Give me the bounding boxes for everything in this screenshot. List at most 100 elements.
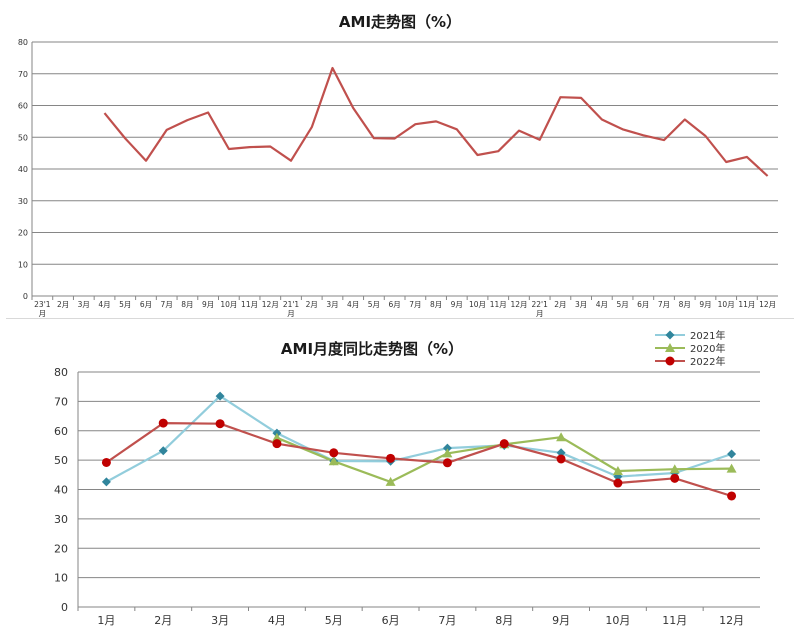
data-point bbox=[665, 356, 675, 366]
ami-yoy-chart: AMI月度同比走势图（%） 0 10 20 30 40 50 60 70 80 1月 2月 3月 4月 5月… bbox=[0, 322, 800, 641]
x-tick-label: 7月 bbox=[438, 614, 456, 627]
y-tick-label: 70 bbox=[18, 70, 28, 79]
x-tick-label: 12月 bbox=[719, 614, 744, 627]
y-tick-label: 0 bbox=[61, 601, 68, 614]
x-tick-label: 8月 bbox=[495, 614, 513, 627]
y-tick-label: 40 bbox=[54, 484, 68, 497]
data-point bbox=[442, 443, 452, 453]
series-line bbox=[105, 395, 732, 483]
x-tick-label: 2月 bbox=[154, 614, 172, 627]
data-point bbox=[272, 439, 282, 449]
data-point bbox=[385, 476, 396, 486]
series-line bbox=[103, 66, 769, 177]
x-tick-label: 8月 bbox=[181, 300, 193, 309]
x-tick-label: 2月 bbox=[306, 300, 318, 309]
data-point bbox=[329, 448, 339, 458]
data-point bbox=[556, 432, 567, 442]
data-point bbox=[499, 439, 509, 449]
data-point bbox=[665, 330, 675, 340]
x-tick-label: 10月 bbox=[605, 614, 630, 627]
data-point bbox=[101, 457, 111, 467]
x-tick-label: 2月 bbox=[554, 300, 566, 309]
x-tick-label: 9月 bbox=[451, 300, 463, 309]
y-tick-label: 30 bbox=[54, 513, 68, 526]
x-tick-label: 12月 bbox=[759, 300, 776, 309]
data-point bbox=[612, 465, 623, 475]
x-tick-label: 23'1 bbox=[34, 300, 51, 309]
x-tick-label: 11月 bbox=[490, 300, 507, 309]
x-tick-label: 1月 bbox=[97, 614, 115, 627]
data-point bbox=[215, 391, 225, 401]
x-tick-label: 6月 bbox=[637, 300, 649, 309]
x-tick-label: 12月 bbox=[510, 300, 527, 309]
x-tick-label: 6月 bbox=[388, 300, 400, 309]
x-tick-label: 6月 bbox=[140, 300, 152, 309]
x-tick-label: 5月 bbox=[119, 300, 131, 309]
x-tick-label: 11月 bbox=[241, 300, 258, 309]
x-tick-label: 4月 bbox=[98, 300, 110, 309]
data-point bbox=[669, 464, 680, 474]
x-tick-label: 7月 bbox=[409, 300, 421, 309]
x-tick-label: 3月 bbox=[575, 300, 587, 309]
x-tick-label: 9月 bbox=[699, 300, 711, 309]
x-tick-label: 4月 bbox=[268, 614, 286, 627]
chart-title: AMI走势图（%） bbox=[339, 13, 461, 31]
y-tick-label: 50 bbox=[54, 454, 68, 467]
data-point bbox=[727, 491, 737, 501]
data-point bbox=[556, 448, 566, 458]
panel-divider bbox=[6, 318, 794, 319]
x-tick-label: 3月 bbox=[326, 300, 338, 309]
y-tick-label: 60 bbox=[54, 425, 68, 438]
data-point bbox=[101, 477, 111, 487]
y-tick-label: 20 bbox=[54, 542, 68, 555]
x-tick-label: 10月 bbox=[718, 300, 735, 309]
data-point bbox=[158, 446, 168, 456]
data-point bbox=[386, 453, 396, 463]
series-line bbox=[105, 422, 732, 498]
data-point bbox=[158, 418, 168, 428]
x-tick-label: 7月 bbox=[161, 300, 173, 309]
x-tick-label: 月 bbox=[536, 309, 544, 318]
ami-yoy-chart-svg: AMI月度同比走势图（%） 0 10 20 30 40 50 60 70 80 1月 2月 3月 4月 5月… bbox=[54, 329, 760, 627]
y-tick-label: 10 bbox=[18, 260, 28, 269]
x-tick-label: 5月 bbox=[368, 300, 380, 309]
data-point bbox=[328, 456, 339, 466]
x-tick-label: 5月 bbox=[325, 614, 343, 627]
x-tick-label: 7月 bbox=[658, 300, 670, 309]
x-tick-label: 22'1 bbox=[531, 300, 548, 309]
x-tick-label: 4月 bbox=[596, 300, 608, 309]
y-tick-label: 10 bbox=[54, 572, 68, 585]
data-point bbox=[670, 473, 680, 483]
x-tick-label: 12月 bbox=[262, 300, 279, 309]
legend-label: 2020年 bbox=[690, 342, 725, 355]
data-point bbox=[215, 419, 225, 429]
x-tick-label: 8月 bbox=[430, 300, 442, 309]
x-tick-label: 10月 bbox=[220, 300, 237, 309]
y-tick-label: 40 bbox=[18, 165, 28, 174]
y-tick-label: 80 bbox=[54, 366, 68, 379]
x-tick-label: 月 bbox=[287, 309, 295, 318]
x-tick-label: 4月 bbox=[347, 300, 359, 309]
data-point bbox=[665, 343, 675, 352]
x-tick-label: 11月 bbox=[662, 614, 687, 627]
data-point bbox=[442, 458, 452, 468]
x-tick-label: 21'1 bbox=[283, 300, 300, 309]
data-point bbox=[727, 449, 737, 459]
y-tick-label: 0 bbox=[23, 292, 28, 301]
data-point bbox=[442, 448, 453, 458]
data-point bbox=[726, 463, 737, 473]
x-tick-label: 月 bbox=[39, 309, 47, 318]
x-tick-label: 9月 bbox=[202, 300, 214, 309]
x-tick-label: 3月 bbox=[78, 300, 90, 309]
legend-label: 2022年 bbox=[690, 355, 725, 368]
x-tick-label: 3月 bbox=[211, 614, 229, 627]
y-tick-label: 30 bbox=[18, 197, 28, 206]
y-tick-label: 60 bbox=[18, 102, 28, 111]
chart-title: AMI月度同比走势图（%） bbox=[281, 340, 463, 358]
x-tick-label: 9月 bbox=[552, 614, 570, 627]
y-tick-label: 70 bbox=[54, 395, 68, 408]
y-tick-label: 20 bbox=[18, 229, 28, 238]
data-point bbox=[613, 478, 623, 488]
